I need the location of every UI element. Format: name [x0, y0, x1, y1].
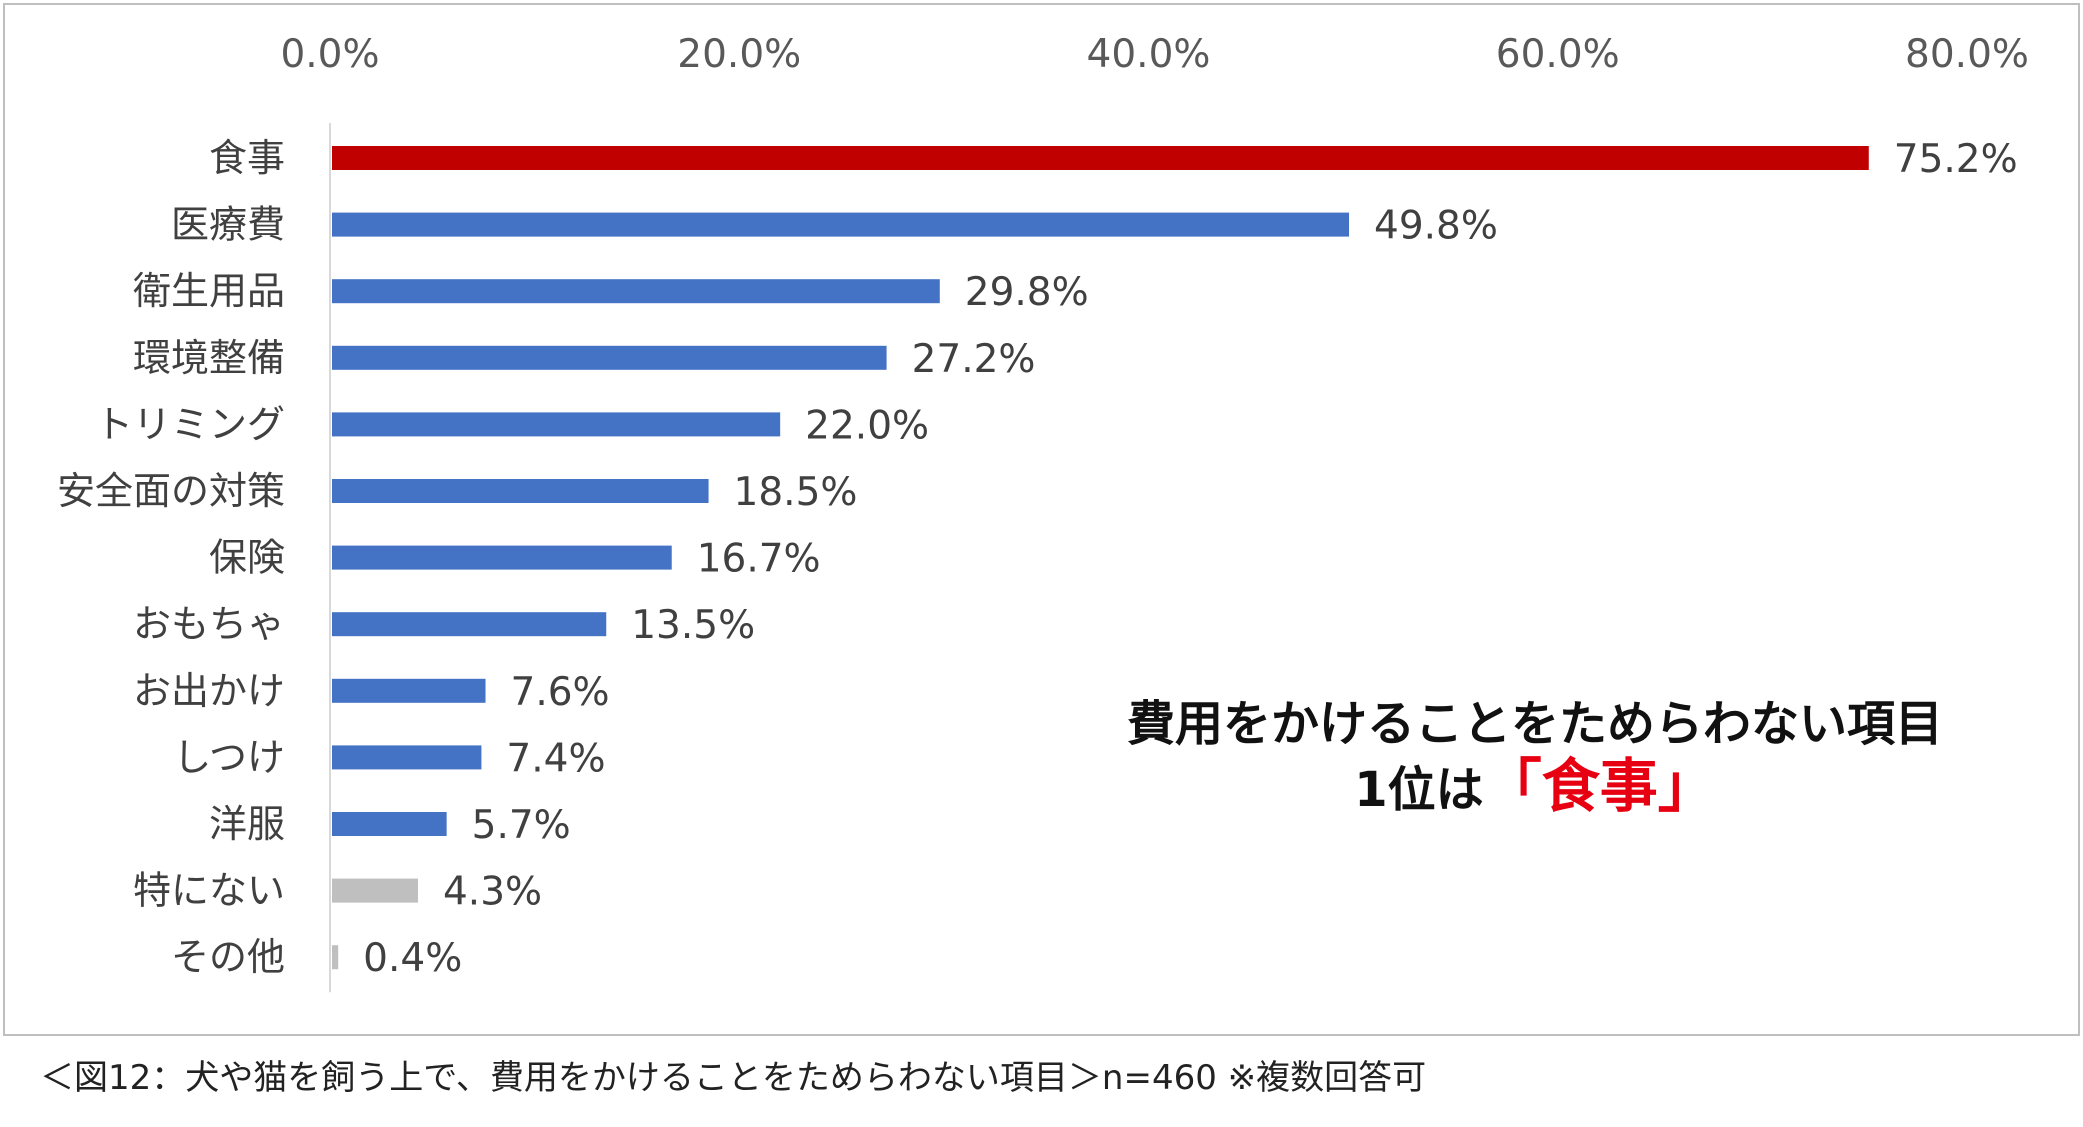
bar	[332, 146, 1869, 170]
chart-frame: 0.0% 20.0% 40.0% 60.0% 80.0% 食事医療費衛生用品環境整備トリ…	[3, 3, 2080, 1036]
bar-chart: 0.0% 20.0% 40.0% 60.0% 80.0% 食事医療費衛生用品環境整備トリ…	[57, 32, 2029, 993]
x-tick-label: 80.0%	[1905, 32, 2029, 77]
bar	[332, 545, 672, 570]
value-label: 0.4%	[363, 936, 462, 981]
category-label: 保険	[209, 536, 285, 580]
value-labels: 75.2% 49.8% 29.8% 27.2% 22.0% 18.5% 16.7% 13.5%…	[363, 137, 2018, 981]
value-label: 5.7%	[472, 803, 571, 848]
category-label: 安全面の対策	[57, 469, 285, 513]
category-labels: 食事医療費衛生用品環境整備トリミング安全面の対策保険おもちゃお出かけしつけ洋服特…	[57, 136, 285, 979]
bar	[332, 812, 447, 836]
x-tick-label: 60.0%	[1496, 32, 1620, 77]
category-label: お出かけ	[133, 669, 285, 713]
category-label: 食事	[209, 136, 285, 180]
x-tick-label: 20.0%	[677, 32, 801, 77]
category-label: 特にない	[133, 869, 285, 913]
value-label: 22.0%	[805, 403, 929, 448]
x-tick-label: 0.0%	[280, 32, 379, 77]
value-label: 49.8%	[1374, 204, 1498, 249]
category-label: おもちゃ	[133, 602, 285, 646]
category-label: その他	[171, 935, 285, 979]
value-label: 16.7%	[697, 537, 821, 582]
category-label: 医療費	[171, 203, 285, 247]
x-axis-ticks: 0.0% 20.0% 40.0% 60.0% 80.0%	[280, 32, 2029, 77]
headline-highlight: 「食事」	[1483, 752, 1716, 820]
figure-caption: ＜図12：犬や猫を飼う上で、費用をかけることをためらわない項目＞n=460 ※複…	[40, 1058, 1427, 1098]
headline-line1: 費用をかけることをためらわない項目	[1126, 696, 1943, 752]
bar	[332, 945, 339, 970]
value-label: 7.6%	[511, 670, 610, 715]
bar	[332, 345, 887, 370]
bar	[332, 412, 781, 437]
value-label: 4.3%	[443, 870, 542, 915]
headline-prefix: 1位は	[1354, 762, 1484, 818]
value-label: 75.2%	[1894, 137, 2018, 182]
bar	[332, 612, 607, 637]
category-label: 衛生用品	[133, 269, 285, 313]
value-label: 18.5%	[734, 470, 858, 515]
category-label: しつけ	[173, 735, 285, 779]
bar	[332, 745, 482, 770]
bar	[332, 212, 1350, 237]
bar	[332, 678, 486, 703]
bar	[332, 878, 418, 903]
bar	[332, 479, 709, 503]
headline-line2: 1位は「食事」	[1050, 755, 2020, 821]
x-tick-label: 40.0%	[1087, 32, 1211, 77]
headline-annotation: 費用をかけることをためらわない項目 1位は「食事」	[1050, 693, 2020, 821]
value-label: 7.4%	[506, 736, 605, 781]
value-label: 13.5%	[631, 603, 755, 648]
category-label: 洋服	[209, 802, 285, 846]
value-label: 29.8%	[965, 270, 1089, 315]
category-label: トリミング	[95, 402, 285, 446]
bar	[332, 279, 940, 304]
bars	[332, 146, 1869, 970]
value-label: 27.2%	[912, 337, 1036, 382]
category-label: 環境整備	[133, 336, 285, 380]
